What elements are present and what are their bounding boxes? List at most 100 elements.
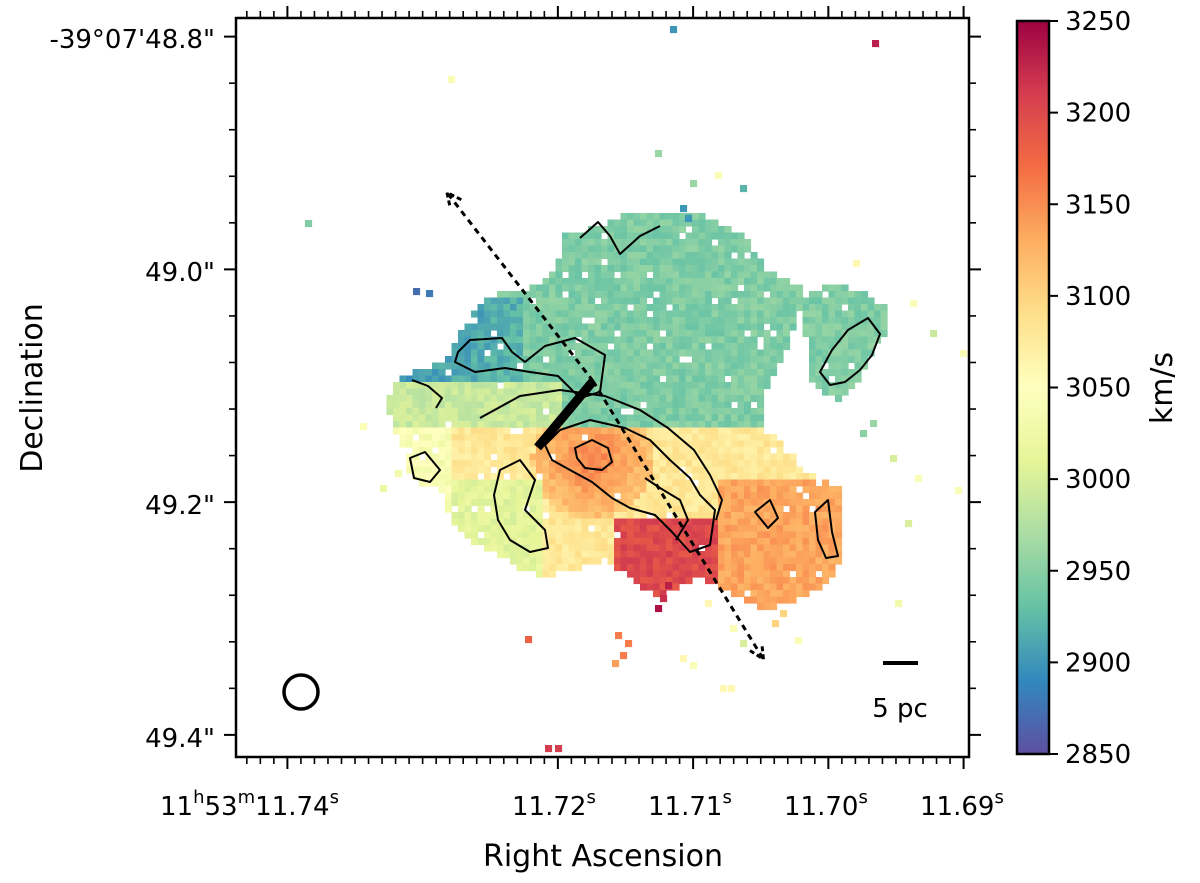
velocity-pixel [601, 479, 609, 487]
velocity-pixel [763, 278, 771, 286]
velocity-pixel [692, 499, 700, 507]
velocity-pixel [588, 434, 596, 442]
velocity-pixel [705, 265, 713, 273]
velocity-pixel [711, 427, 719, 435]
velocity-pixel [854, 317, 862, 325]
velocity-pixel [549, 557, 557, 565]
velocity-pixel [445, 486, 453, 494]
velocity-pixel [510, 401, 518, 409]
velocity-pixel [724, 356, 732, 364]
velocity-pixel [549, 408, 557, 416]
velocity-pixel [783, 531, 791, 539]
velocity-pixel [601, 414, 609, 422]
velocity-pixel [724, 310, 732, 318]
velocity-pixel [555, 304, 563, 312]
velocity-pixel [516, 401, 524, 409]
velocity-pixel [627, 219, 635, 227]
velocity-pixel [789, 317, 797, 325]
velocity-pixel [737, 278, 745, 286]
velocity-pixel [503, 304, 511, 312]
velocity-pixel [653, 525, 661, 533]
velocity-pixel [711, 232, 719, 240]
velocity-pixel [915, 475, 923, 483]
velocity-pixel [581, 310, 589, 318]
velocity-pixel [796, 291, 804, 299]
velocity-pixel [432, 453, 440, 461]
velocity-pixel [659, 590, 667, 598]
velocity-pixel [750, 427, 758, 435]
velocity-pixel [802, 330, 810, 338]
velocity-pixel [581, 375, 589, 383]
velocity-pixel [575, 343, 583, 351]
velocity-pixel [640, 304, 648, 312]
velocity-pixel [731, 343, 739, 351]
velocity-pixel [568, 499, 576, 507]
velocity-pixel [607, 271, 615, 279]
velocity-pixel [776, 590, 784, 598]
velocity-pixel [861, 349, 869, 357]
velocity-pixel [744, 382, 752, 390]
velocity-pixel [711, 544, 719, 552]
velocity-pixel [562, 258, 570, 266]
velocity-pixel [835, 297, 843, 305]
velocity-pixel [835, 336, 843, 344]
velocity-pixel [783, 278, 791, 286]
velocity-pixel [503, 447, 511, 455]
velocity-pixel [679, 538, 687, 546]
velocity-pixel [477, 460, 485, 468]
velocity-pixel [692, 310, 700, 318]
velocity-pixel [516, 447, 524, 455]
velocity-pixel [633, 460, 641, 468]
velocity-pixel [679, 408, 687, 416]
velocity-pixel [692, 518, 700, 526]
velocity-pixel [646, 421, 654, 429]
velocity-pixel [705, 479, 713, 487]
velocity-pixel [445, 505, 453, 513]
velocity-pixel [438, 375, 446, 383]
velocity-pixel [711, 440, 719, 448]
velocity-pixel [653, 408, 661, 416]
velocity-pixel [620, 652, 628, 660]
velocity-pixel [757, 265, 765, 273]
velocity-pixel [731, 382, 739, 390]
velocity-pixel [562, 486, 570, 494]
velocity-pixel [575, 349, 583, 357]
velocity-pixel [796, 499, 804, 507]
velocity-pixel [776, 447, 784, 455]
velocity-pixel [750, 525, 758, 533]
velocity-pixel [763, 375, 771, 383]
velocity-pixel [581, 245, 589, 253]
velocity-pixel [692, 323, 700, 331]
velocity-pixel [737, 538, 745, 546]
velocity-pixel [711, 356, 719, 364]
velocity-pixel [776, 330, 784, 338]
velocity-pixel [789, 310, 797, 318]
velocity-pixel [822, 323, 830, 331]
velocity-pixel [425, 388, 433, 396]
velocity-pixel [542, 362, 550, 370]
velocity-pixel [770, 349, 778, 357]
velocity-pixel [744, 440, 752, 448]
velocity-pixel [633, 421, 641, 429]
velocity-pixel [549, 414, 557, 422]
velocity-pixel [393, 395, 401, 403]
velocity-pixel [698, 258, 706, 266]
velocity-pixel [789, 512, 797, 520]
velocity-pixel [555, 349, 563, 357]
velocity-pixel [516, 369, 524, 377]
velocity-pixel [412, 369, 420, 377]
velocity-pixel [763, 486, 771, 494]
velocity-pixel [724, 330, 732, 338]
velocity-pixel [724, 245, 732, 253]
velocity-pixel [744, 466, 752, 474]
velocity-pixel [895, 600, 903, 608]
velocity-pixel [763, 512, 771, 520]
velocity-pixel [536, 427, 544, 435]
velocity-pixel [497, 551, 505, 559]
velocity-pixel [503, 317, 511, 325]
velocity-pixel [802, 505, 810, 513]
velocity-pixel [666, 466, 674, 474]
velocity-pixel [744, 271, 752, 279]
velocity-pixel [679, 369, 687, 377]
velocity-pixel [653, 297, 661, 305]
